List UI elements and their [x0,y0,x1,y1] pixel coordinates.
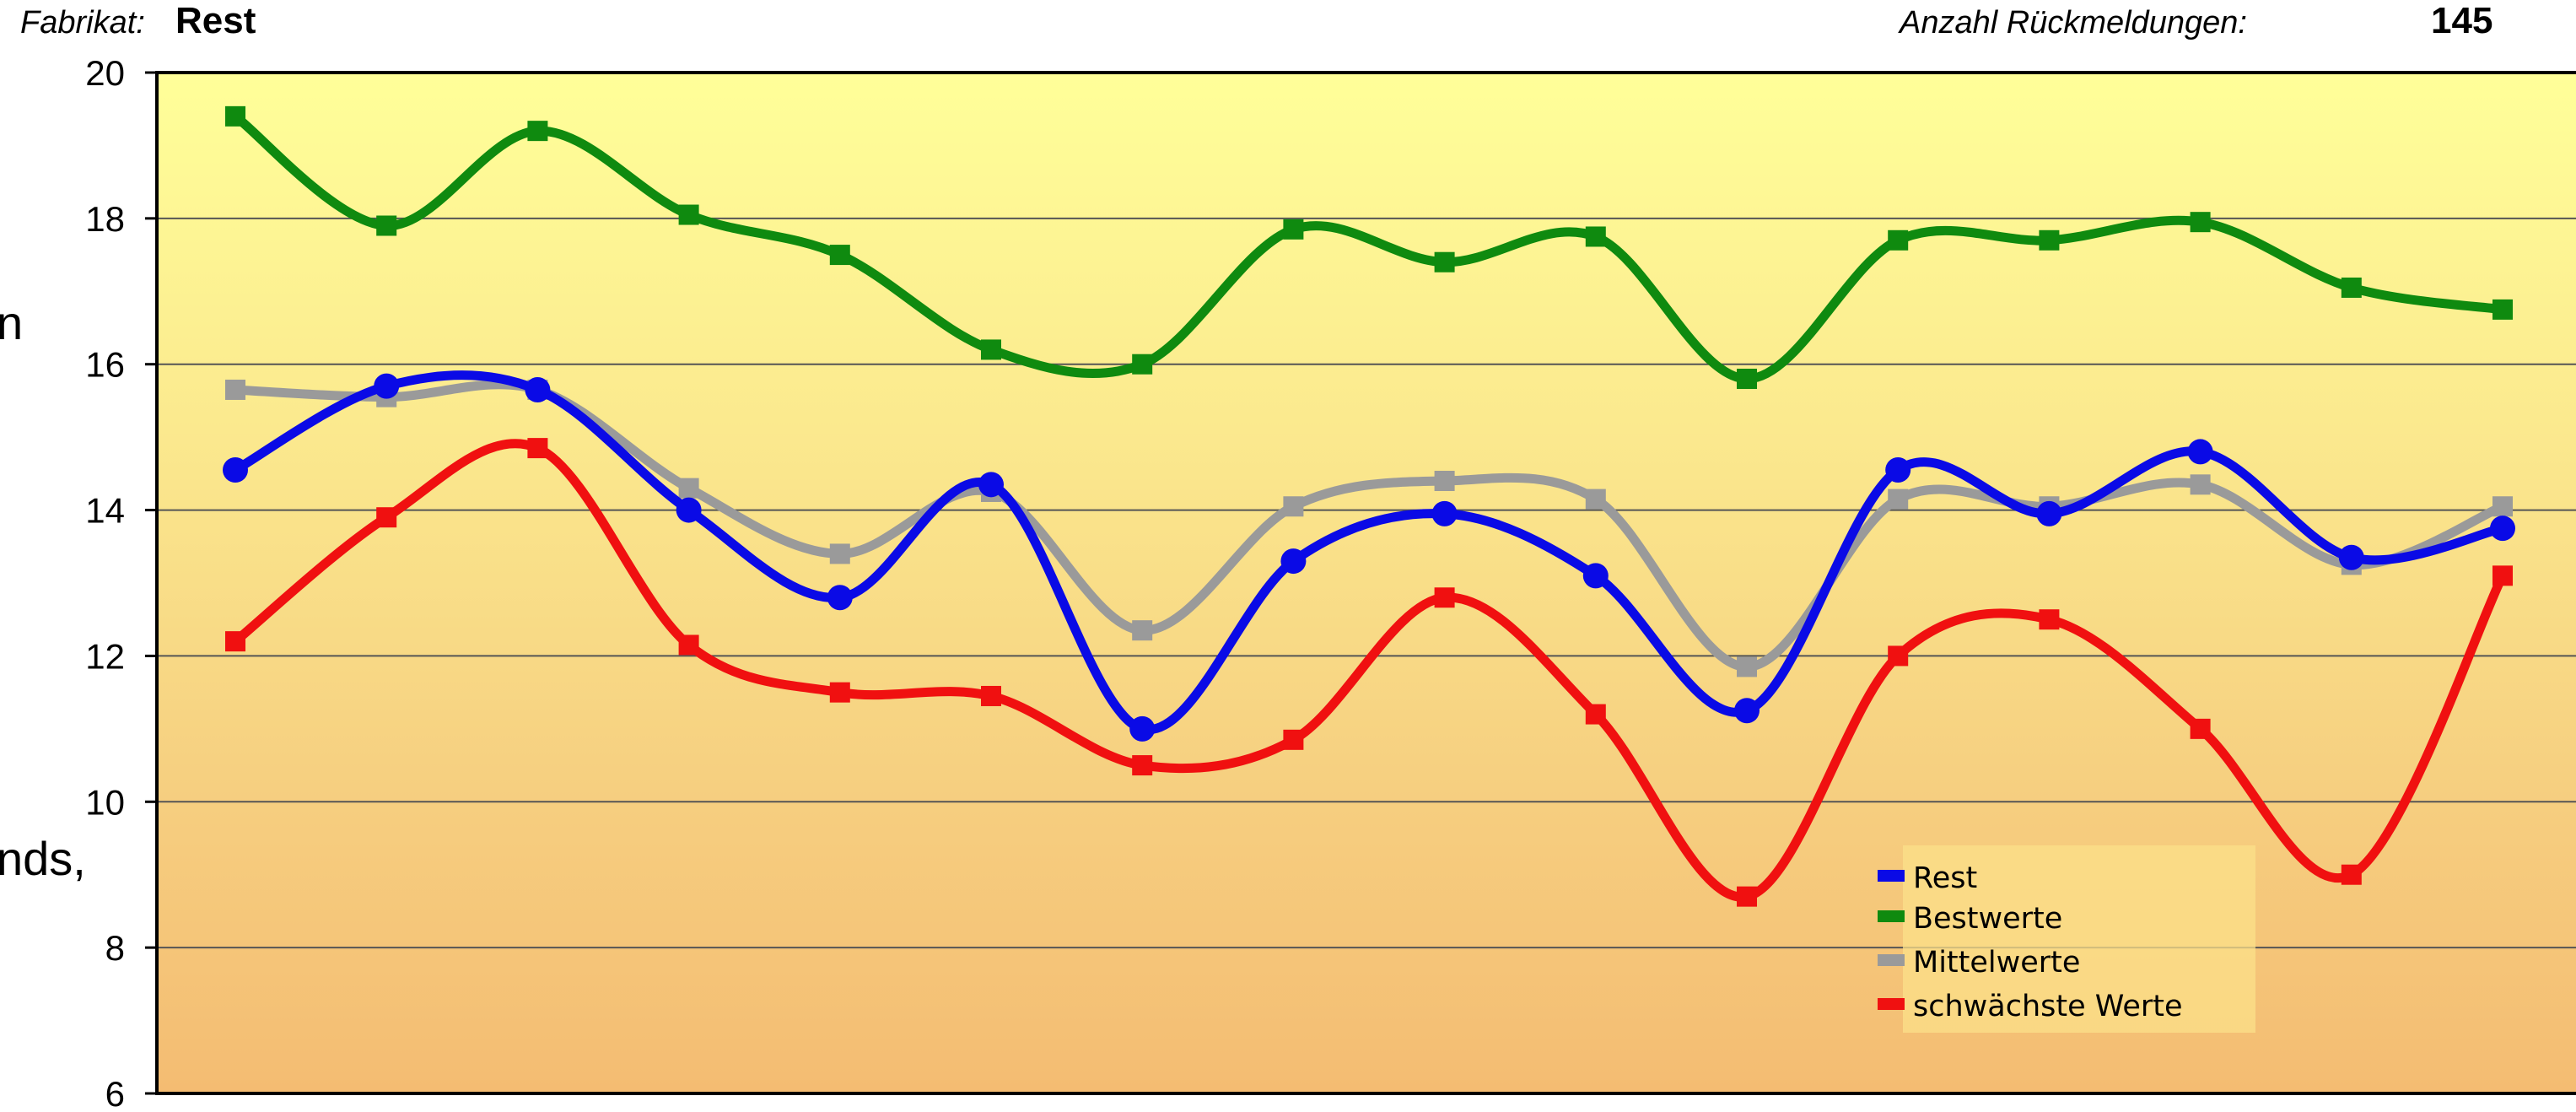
y-tick-label: 6 [105,1074,125,1112]
data-point [827,585,853,611]
data-point [1283,496,1304,517]
y-tick-label: 20 [85,53,125,93]
legend-label: schwächste Werte [1913,990,2183,1023]
series-line [230,111,2508,384]
data-point [1129,715,1156,742]
y-tick-label: 12 [85,636,125,676]
data-point [981,339,1001,360]
data-point [225,105,245,127]
data-point [2341,864,2362,885]
data-point [1283,219,1304,240]
legend-swatch [1878,954,1905,966]
data-point [376,507,397,528]
data-point [678,478,699,499]
data-point [1734,698,1760,724]
y-axis-ticks: 6 8 10 12 14 16 18 20 [85,53,159,1112]
data-point [1434,251,1455,273]
data-point [527,121,548,142]
data-point [1585,489,1606,510]
y-tick-label: 18 [85,199,125,239]
data-point [1585,226,1606,247]
series-line [230,380,2508,672]
data-point [2341,277,2362,298]
data-point [1888,229,1909,251]
data-point [2039,229,2060,251]
data-point [2492,299,2513,320]
data-point [1737,886,1757,907]
data-point [225,631,245,652]
legend-label: Mittelwerte [1913,946,2080,980]
data-point [2190,212,2211,233]
data-point [2492,496,2513,517]
data-point [376,215,397,236]
data-point [2187,439,2213,465]
clipped-axis-text-fragment: n [0,296,24,349]
data-point [1737,369,1757,389]
fabrikat-value: Rest [175,0,256,41]
data-point [829,682,850,703]
legend-swatch [1878,998,1905,1010]
data-point [2492,565,2513,586]
clipped-axis-text-fragment: nds, [0,832,86,885]
legend-label: Rest [1913,861,1977,895]
data-point [223,457,248,483]
y-tick-label: 8 [105,928,125,968]
series-bestwerte [225,105,2513,389]
data-point [1885,457,1911,483]
y-tick-label: 10 [85,782,125,822]
fabrikat-label: Fabrikat: [20,5,145,40]
data-point [525,376,551,402]
series-rest [223,370,2515,742]
series-layer [223,105,2515,907]
data-point [678,204,699,225]
data-point [2190,474,2211,495]
response-count-label: Anzahl Rückmeldungen: [1900,5,2247,40]
data-point [829,245,850,266]
data-point [1132,755,1153,776]
data-point [1434,587,1455,608]
data-point [225,379,245,400]
y-tick-label: 16 [85,345,125,385]
data-point [1132,354,1153,375]
data-point [1737,656,1757,677]
data-point [1434,471,1455,491]
data-point [981,685,1001,706]
legend-box [1903,845,2255,1033]
data-point [2338,544,2364,570]
data-point [1582,563,1609,589]
data-point [2190,718,2211,739]
data-point [2490,516,2515,542]
data-point [2036,500,2062,526]
data-point [676,497,702,523]
data-point [678,634,699,656]
data-point [2039,609,2060,630]
series-schwächste-werte [225,438,2513,907]
data-point [1585,704,1606,725]
data-point [1888,645,1909,667]
legend-label: Bestwerte [1913,902,2062,936]
legend-swatch [1878,870,1905,882]
response-count-value: 145 [2431,0,2493,41]
y-tick-label: 14 [85,491,125,531]
data-point [829,543,850,564]
series-line [230,370,2508,735]
data-point [1283,729,1304,750]
data-point [1132,620,1153,641]
legend: Rest Bestwerte Mittelwerte schwächste Werte [1878,845,2255,1033]
data-point [1888,489,1909,510]
data-point [978,472,1004,498]
data-point [1431,500,1458,526]
data-point [527,438,548,459]
data-point [1280,548,1307,575]
legend-swatch [1878,910,1905,922]
data-point [374,373,400,399]
